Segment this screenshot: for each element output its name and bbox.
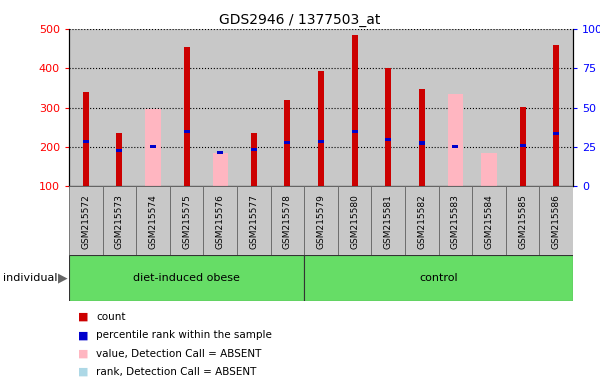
Bar	[405, 186, 439, 255]
Bar	[385, 68, 391, 186]
Bar	[251, 133, 257, 186]
Text: GSM215585: GSM215585	[518, 195, 527, 250]
Text: GSM215586: GSM215586	[552, 195, 561, 250]
Bar	[448, 94, 463, 186]
Bar	[271, 29, 304, 186]
Bar	[251, 148, 257, 151]
Text: ■: ■	[78, 312, 89, 322]
Bar	[184, 130, 190, 134]
Text: GSM215577: GSM215577	[250, 195, 259, 250]
Text: ■: ■	[78, 330, 89, 340]
Bar	[506, 186, 539, 255]
Bar	[318, 140, 324, 143]
Text: GSM215578: GSM215578	[283, 195, 292, 250]
Bar	[136, 186, 170, 255]
Bar	[69, 29, 103, 186]
Bar	[212, 153, 228, 186]
Bar	[385, 138, 391, 141]
Bar	[553, 132, 559, 135]
Bar	[405, 29, 439, 186]
Bar	[116, 133, 122, 186]
Bar	[145, 109, 161, 186]
Bar	[83, 92, 89, 186]
Bar	[83, 140, 89, 143]
Bar	[69, 186, 103, 255]
Text: rank, Detection Call = ABSENT: rank, Detection Call = ABSENT	[96, 367, 256, 377]
Bar	[539, 29, 573, 186]
Text: GSM215576: GSM215576	[216, 195, 224, 250]
Bar	[419, 89, 425, 186]
Text: GSM215581: GSM215581	[384, 195, 393, 250]
Text: GSM215575: GSM215575	[182, 195, 191, 250]
Bar	[338, 29, 371, 186]
Text: GSM215582: GSM215582	[418, 195, 426, 249]
Text: value, Detection Call = ABSENT: value, Detection Call = ABSENT	[96, 349, 262, 359]
Bar	[150, 145, 156, 149]
Bar	[284, 141, 290, 144]
Bar	[103, 29, 136, 186]
Text: GSM215573: GSM215573	[115, 195, 124, 250]
Bar	[371, 186, 405, 255]
Bar	[553, 45, 559, 186]
Bar	[284, 101, 290, 186]
Bar	[318, 71, 324, 186]
Text: control: control	[419, 273, 458, 283]
Text: GSM215584: GSM215584	[485, 195, 494, 249]
Bar	[352, 129, 358, 133]
Text: ■: ■	[78, 349, 89, 359]
Bar	[481, 153, 497, 186]
Bar	[170, 29, 203, 186]
Text: GSM215580: GSM215580	[350, 195, 359, 250]
Bar	[304, 255, 573, 301]
Bar	[506, 29, 539, 186]
Bar	[271, 186, 304, 255]
Text: ■: ■	[78, 367, 89, 377]
Bar	[419, 141, 425, 144]
Text: GSM215579: GSM215579	[317, 195, 325, 250]
Text: GSM215572: GSM215572	[82, 195, 90, 249]
Bar	[439, 186, 472, 255]
Bar	[184, 46, 190, 186]
Bar	[217, 151, 223, 154]
Bar	[203, 186, 237, 255]
Bar	[371, 29, 405, 186]
Bar	[520, 144, 526, 147]
Bar	[304, 186, 338, 255]
Text: GSM215574: GSM215574	[149, 195, 157, 249]
Text: count: count	[96, 312, 125, 322]
Bar	[170, 186, 203, 255]
Bar	[472, 186, 506, 255]
Bar	[237, 29, 271, 186]
Text: percentile rank within the sample: percentile rank within the sample	[96, 330, 272, 340]
Bar	[103, 186, 136, 255]
Text: individual: individual	[3, 273, 58, 283]
Bar	[439, 29, 472, 186]
Bar	[203, 29, 237, 186]
Bar	[116, 149, 122, 152]
Bar	[539, 186, 573, 255]
Text: ▶: ▶	[58, 272, 68, 285]
Bar	[472, 29, 506, 186]
Bar	[338, 186, 371, 255]
Bar	[352, 35, 358, 186]
Bar	[237, 186, 271, 255]
Bar	[304, 29, 338, 186]
Bar	[520, 107, 526, 186]
Bar	[69, 255, 304, 301]
Bar	[136, 29, 170, 186]
Bar	[452, 144, 458, 148]
Text: GDS2946 / 1377503_at: GDS2946 / 1377503_at	[220, 13, 380, 27]
Text: GSM215583: GSM215583	[451, 195, 460, 250]
Text: diet-induced obese: diet-induced obese	[133, 273, 240, 283]
